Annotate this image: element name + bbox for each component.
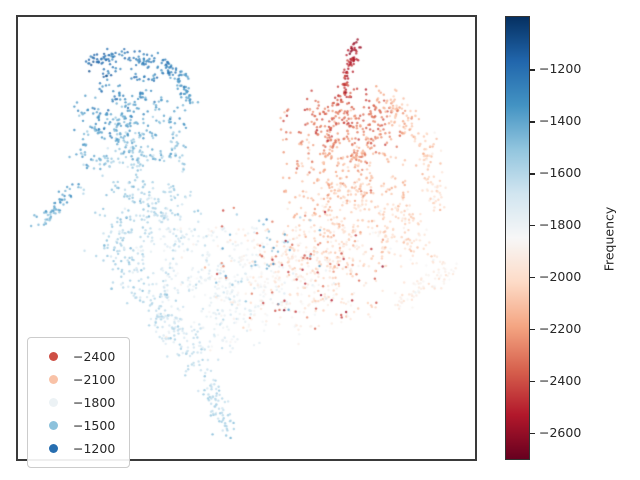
colorbar-tick bbox=[530, 225, 535, 227]
legend-marker bbox=[49, 444, 58, 453]
legend-marker bbox=[49, 352, 58, 361]
legend-label: −1200 bbox=[73, 441, 116, 456]
colorbar-tick-label: −2000 bbox=[539, 269, 582, 285]
colorbar-tick bbox=[530, 121, 535, 123]
colorbar-tick bbox=[530, 380, 535, 383]
colorbar-tick-label: −1200 bbox=[539, 61, 582, 77]
colorbar-axis-label: Frequency bbox=[601, 206, 617, 272]
colorbar-tick-label: −2400 bbox=[539, 372, 582, 388]
legend-item: −2400 bbox=[38, 345, 115, 368]
legend-item: −1800 bbox=[38, 391, 115, 414]
colorbar-tick bbox=[530, 276, 535, 279]
legend-item: −1200 bbox=[38, 437, 115, 460]
legend-label: −2100 bbox=[73, 372, 116, 387]
colorbar-tick-label: −1800 bbox=[539, 217, 582, 233]
legend-label: −1500 bbox=[73, 418, 116, 433]
colorbar-tick bbox=[530, 69, 535, 71]
legend-label: −2400 bbox=[73, 349, 116, 364]
colorbar-tick-label: −1400 bbox=[539, 113, 582, 129]
legend-label: −1800 bbox=[73, 395, 116, 410]
colorbar-tick bbox=[530, 432, 535, 434]
legend: −2400 −2100 −1800 −1500 −1200 bbox=[27, 337, 131, 468]
colorbar-tick bbox=[530, 173, 535, 175]
colorbar-gradient bbox=[505, 16, 530, 460]
legend-marker bbox=[49, 398, 58, 407]
colorbar-tick-label: −2200 bbox=[539, 320, 582, 336]
legend-marker bbox=[49, 375, 58, 384]
colorbar-tick-label: −2600 bbox=[539, 424, 582, 440]
legend-marker bbox=[49, 421, 58, 430]
legend-item: −1500 bbox=[38, 414, 115, 437]
colorbar: −1200 −1400 −1600 −1800 −2000 −2200 −2400 −2600 bbox=[505, 16, 635, 462]
colorbar-tick bbox=[530, 328, 535, 331]
colorbar-tick-label: −1600 bbox=[539, 165, 582, 181]
legend-item: −2100 bbox=[38, 368, 115, 391]
